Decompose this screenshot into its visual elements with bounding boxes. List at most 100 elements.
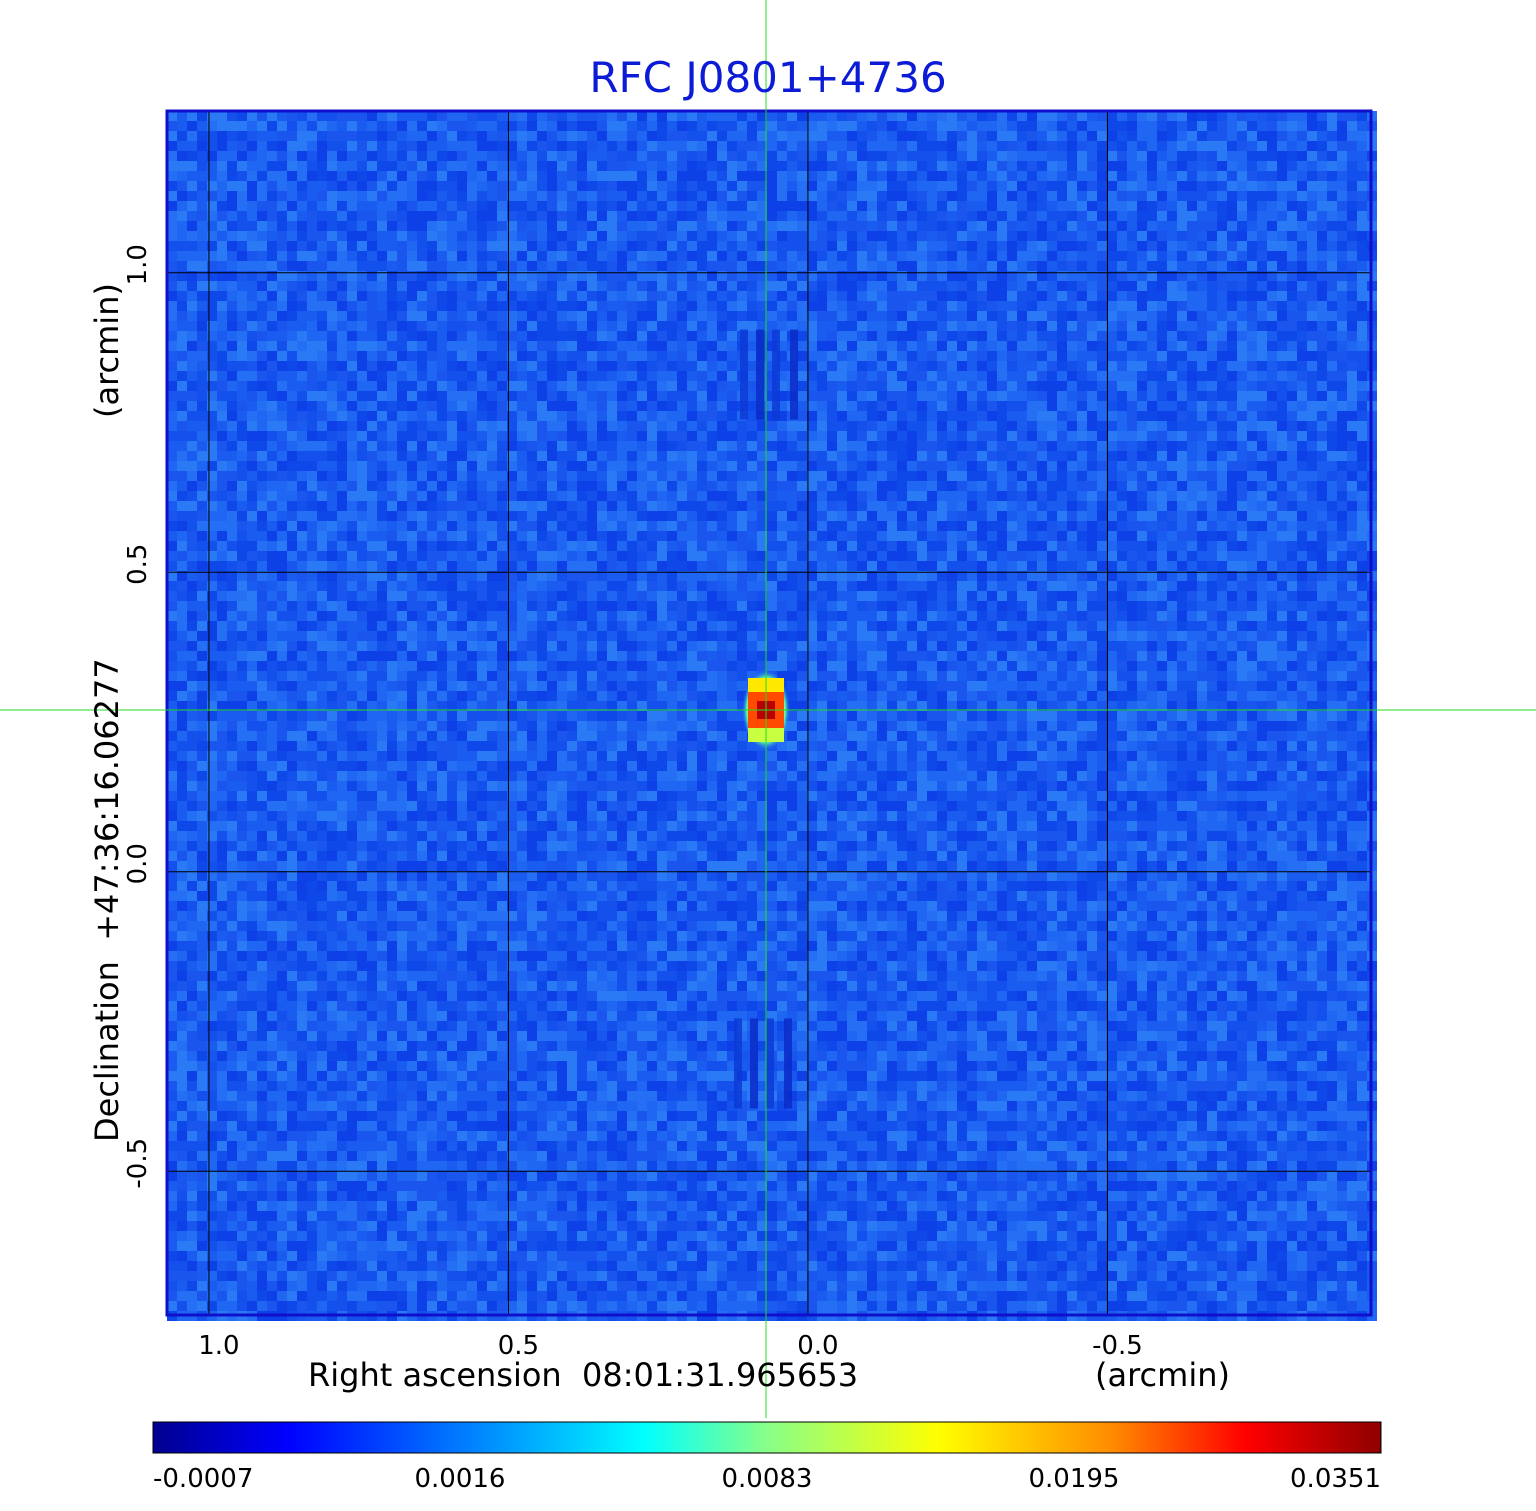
noise-cell: [1257, 361, 1267, 371]
noise-cell: [387, 301, 397, 311]
noise-cell: [857, 491, 867, 501]
noise-cell: [937, 171, 947, 181]
noise-cell: [347, 341, 357, 351]
noise-cell: [707, 151, 717, 161]
noise-cell: [1197, 321, 1207, 331]
noise-cell: [347, 481, 357, 491]
noise-cell: [997, 401, 1007, 411]
noise-cell: [457, 191, 467, 201]
noise-cell: [1247, 251, 1257, 261]
noise-cell: [1187, 491, 1197, 501]
noise-cell: [487, 421, 497, 431]
noise-cell: [857, 501, 867, 511]
noise-cell: [167, 431, 177, 441]
noise-cell: [1127, 361, 1137, 371]
noise-cell: [547, 341, 557, 351]
noise-cell: [1077, 291, 1087, 301]
noise-cell: [877, 441, 887, 451]
noise-cell: [527, 361, 537, 371]
noise-cell: [1037, 381, 1047, 391]
noise-cell: [897, 281, 907, 291]
noise-cell: [797, 481, 807, 491]
noise-cell: [1217, 191, 1227, 201]
noise-cell: [457, 461, 467, 471]
noise-cell: [557, 321, 567, 331]
noise-cell: [407, 241, 417, 251]
noise-cell: [517, 221, 527, 231]
noise-cell: [377, 361, 387, 371]
noise-cell: [1157, 261, 1167, 271]
noise-cell: [697, 181, 707, 191]
noise-cell: [977, 311, 987, 321]
noise-cell: [1307, 161, 1317, 171]
noise-cell: [1207, 491, 1217, 501]
noise-cell: [1117, 361, 1127, 371]
noise-cell: [707, 171, 717, 181]
noise-cell: [1117, 231, 1127, 241]
noise-cell: [1217, 151, 1227, 161]
noise-cell: [577, 231, 587, 241]
noise-cell: [367, 481, 377, 491]
noise-cell: [487, 311, 497, 321]
noise-cell: [647, 201, 657, 211]
noise-cell: [217, 401, 227, 411]
noise-cell: [577, 311, 587, 321]
noise-cell: [987, 361, 997, 371]
noise-cell: [1137, 291, 1147, 301]
noise-cell: [1087, 131, 1097, 141]
noise-cell: [367, 411, 377, 421]
noise-cell: [1237, 251, 1247, 261]
noise-cell: [1357, 491, 1367, 501]
noise-cell: [377, 301, 387, 311]
noise-cell: [1237, 241, 1247, 251]
noise-cell: [307, 201, 317, 211]
noise-cell: [937, 401, 947, 411]
noise-cell: [617, 481, 627, 491]
noise-cell: [527, 511, 537, 521]
noise-cell: [967, 161, 977, 171]
noise-cell: [1287, 311, 1297, 321]
noise-cell: [207, 161, 217, 171]
noise-cell: [447, 331, 457, 341]
noise-cell: [807, 411, 817, 421]
noise-cell: [827, 381, 837, 391]
noise-cell: [717, 501, 727, 511]
noise-cell: [987, 351, 997, 361]
noise-cell: [1017, 281, 1027, 291]
noise-cell: [417, 371, 427, 381]
noise-cell: [327, 501, 337, 511]
noise-cell: [1147, 191, 1157, 201]
noise-cell: [357, 481, 367, 491]
noise-cell: [1207, 111, 1217, 121]
noise-cell: [977, 341, 987, 351]
noise-cell: [437, 111, 447, 121]
noise-cell: [1077, 211, 1087, 221]
noise-cell: [167, 381, 177, 391]
noise-cell: [917, 511, 927, 521]
noise-cell: [1237, 111, 1247, 121]
noise-cell: [427, 141, 437, 151]
noise-cell: [707, 421, 717, 431]
noise-cell: [507, 231, 517, 241]
noise-cell: [287, 261, 297, 271]
noise-cell: [357, 181, 367, 191]
noise-cell: [747, 471, 757, 481]
noise-cell: [927, 171, 937, 181]
noise-cell: [1217, 131, 1227, 141]
noise-cell: [577, 181, 587, 191]
noise-cell: [367, 401, 377, 411]
noise-cell: [627, 391, 637, 401]
noise-cell: [667, 141, 677, 151]
noise-cell: [977, 361, 987, 371]
noise-cell: [487, 121, 497, 131]
noise-cell: [937, 301, 947, 311]
noise-cell: [297, 501, 307, 511]
noise-cell: [957, 441, 967, 451]
noise-cell: [1177, 461, 1187, 471]
noise-cell: [1307, 121, 1317, 131]
noise-cell: [407, 131, 417, 141]
noise-cell: [517, 451, 527, 461]
noise-cell: [647, 131, 657, 141]
noise-cell: [647, 321, 657, 331]
noise-cell: [857, 201, 867, 211]
